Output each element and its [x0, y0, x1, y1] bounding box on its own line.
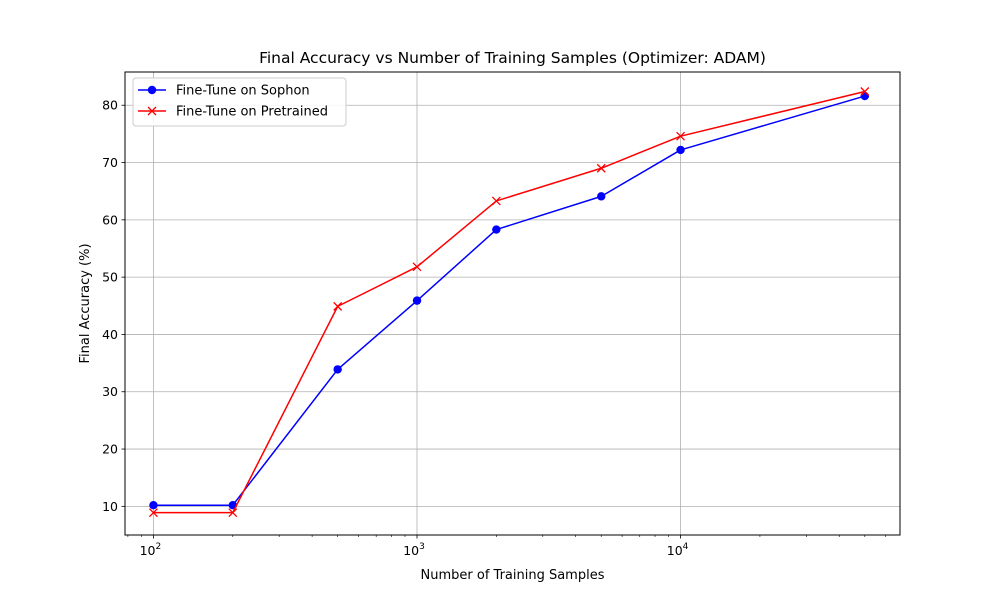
series-2-point [860, 87, 870, 96]
series-1-point [860, 91, 870, 101]
y-tick-label: 30 [102, 384, 118, 399]
legend-marker-2 [147, 106, 157, 116]
series-2-point [412, 262, 422, 272]
series-line-1 [153, 95, 866, 506]
x-axis: 102 103 104 [127, 535, 886, 558]
y-tick-label: 60 [102, 212, 118, 227]
series-1-point [492, 225, 501, 234]
series-2-point [491, 196, 501, 206]
x-tick-base: 10 [140, 543, 156, 558]
series-layer [148, 87, 870, 518]
series-2-point [596, 163, 606, 173]
legend-label-1: Fine-Tune on Sophon [176, 84, 310, 99]
y-tick-label: 10 [102, 499, 118, 514]
y-tick-label: 70 [102, 155, 118, 170]
y-tick-label: 80 [102, 98, 118, 113]
series-1-point [412, 296, 422, 305]
x-axis-label: Number of Training Samples [421, 568, 605, 583]
x-tick-base: 10 [403, 543, 419, 558]
x-tick-label: 103 [403, 542, 425, 558]
series-1-point [333, 365, 342, 374]
series-line-2 [153, 90, 865, 514]
legend-label-2: Fine-Tune on Pretrained [176, 105, 328, 120]
legend: Fine-Tune on Sophon Fine-Tune on Pretrain… [132, 77, 347, 127]
x-tick-label: 104 [667, 542, 689, 558]
chart-title: Final Accuracy vs Number of Training Sam… [259, 49, 766, 67]
y-tick-label: 20 [102, 442, 118, 457]
series-1-point [597, 192, 606, 201]
series-1-point [676, 145, 685, 155]
series-1-point [149, 501, 158, 510]
x-tick-label: 102 [140, 542, 162, 558]
x-tick-exponent: 3 [419, 542, 425, 552]
y-axis-label: Final Accuracy (%) [78, 243, 93, 363]
y-tick-label: 40 [102, 327, 118, 342]
series-2-point [333, 301, 343, 311]
x-tick-base: 10 [667, 543, 683, 558]
legend-box [132, 77, 347, 127]
y-tick-label: 50 [102, 270, 118, 285]
plot-frame [124, 71, 901, 536]
y-axis: 10 20 30 40 50 60 70 80 [102, 98, 125, 514]
series-2-point [228, 508, 238, 518]
series-2-point [676, 131, 686, 141]
legend-marker-1 [147, 85, 157, 95]
x-tick-exponent: 2 [156, 542, 162, 552]
series-2-point [148, 508, 158, 518]
x-tick-exponent: 4 [683, 542, 689, 552]
